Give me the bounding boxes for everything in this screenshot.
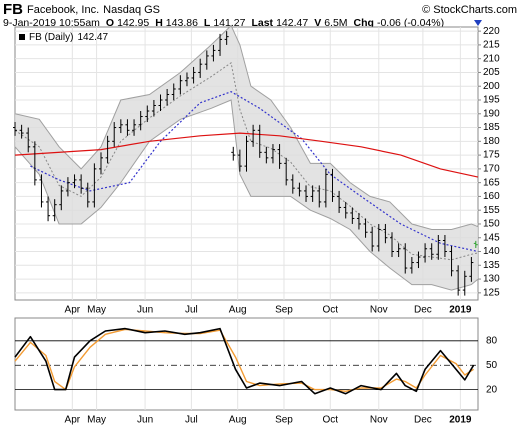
y-tick-label: 160 (483, 191, 500, 202)
y-tick-label: 170 (483, 164, 500, 175)
x-tick-label: Jun (137, 415, 153, 426)
oscillator-line (14, 328, 474, 392)
y-tick-label: 150 (483, 219, 500, 230)
x-tick-label: Jul (185, 415, 198, 426)
y-tick-label: 130 (483, 274, 500, 285)
label: V (314, 17, 321, 29)
volume: 6.5M (324, 17, 347, 29)
y-tick-label: 220 (483, 26, 500, 37)
symbol: FB (3, 1, 23, 18)
y-tick-label: 155 (483, 205, 500, 216)
y-tick-label: 135 (483, 260, 500, 271)
y-tick-label: 145 (483, 232, 500, 243)
y-tick-label: 205 (483, 67, 500, 78)
y-tick-label: 185 (483, 122, 500, 133)
quote-line: 9-Jan-2019 10:55am O 142.95 H 143.86 L 141.27 L… (3, 17, 444, 29)
x-tick-label: Apr (65, 415, 81, 426)
high: 143.86 (166, 17, 198, 29)
y-tick-label: 80 (486, 335, 498, 346)
y-tick-label: 20 (486, 384, 498, 395)
y-tick-label: 215 (483, 40, 500, 51)
x-tick-label: May (87, 415, 106, 426)
open: 142.95 (117, 17, 149, 29)
x-tick-label: 2019 (449, 305, 472, 316)
legend-label: FB (Daily) (29, 32, 73, 43)
x-tick-label: Oct (322, 305, 338, 316)
exchange: Nasdaq GS (103, 4, 160, 16)
title-line: FB Facebook, Inc. Nasdaq GS (3, 1, 160, 18)
company: Facebook, Inc. (27, 4, 99, 16)
copyright: © StockCharts.com (422, 4, 517, 16)
x-tick-label: Apr (65, 305, 81, 316)
band-lower (14, 99, 479, 291)
change: -0.06 (-0.04%) (377, 17, 444, 29)
band-upper (14, 24, 479, 230)
x-tick-label: Oct (322, 415, 338, 426)
label: H (155, 17, 163, 29)
panel (14, 317, 479, 411)
y-tick-label: 195 (483, 95, 500, 106)
moving-average (30, 91, 479, 253)
x-tick-label: Nov (370, 305, 388, 316)
y-tick-label: 50 (486, 360, 498, 371)
oscillator-line (14, 327, 475, 395)
x-tick-label: 2019 (449, 415, 472, 426)
legend: FB (Daily) 142.47 (29, 32, 108, 43)
moving-average (14, 132, 479, 178)
label: Last (251, 17, 273, 29)
date: 9-Jan-2019 10:55am (3, 17, 100, 29)
x-tick-label: Dec (414, 415, 432, 426)
label: Chg (354, 17, 374, 29)
y-tick-label: 175 (483, 150, 500, 161)
y-tick-label: 200 (483, 81, 500, 92)
x-tick-label: Aug (229, 305, 247, 316)
x-tick-label: Jun (137, 305, 153, 316)
x-tick-label: Aug (229, 415, 247, 426)
x-tick-label: Dec (414, 305, 432, 316)
x-tick-label: May (87, 305, 106, 316)
x-tick-label: Jul (185, 305, 198, 316)
band-middle (14, 61, 479, 261)
legend-value: 142.47 (77, 32, 108, 43)
down-arrow (474, 20, 482, 26)
y-tick-label: 125 (483, 287, 500, 298)
y-tick-label: 210 (483, 53, 500, 64)
x-tick-label: Sep (275, 415, 293, 426)
low: 141.27 (213, 17, 245, 29)
x-tick-label: Nov (370, 415, 388, 426)
y-tick-label: 165 (483, 177, 500, 188)
x-tick-label: Sep (275, 305, 293, 316)
last: 142.47 (276, 17, 308, 29)
y-tick-label: 190 (483, 108, 500, 119)
legend-swatch (19, 34, 25, 40)
y-tick-label: 140 (483, 246, 500, 257)
y-tick-label: 180 (483, 136, 500, 147)
label: L (204, 17, 211, 29)
label: O (106, 17, 114, 29)
